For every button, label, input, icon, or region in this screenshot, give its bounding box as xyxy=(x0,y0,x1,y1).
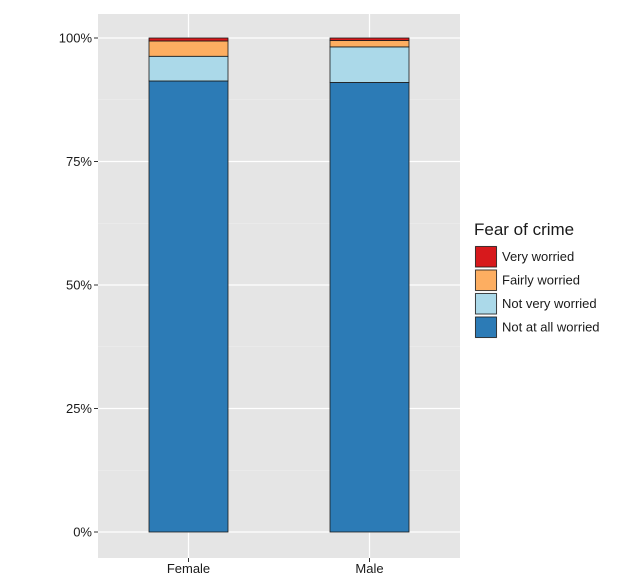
bar-segment-male-2 xyxy=(329,40,410,48)
legend-label: Fairly worried xyxy=(502,273,580,288)
y-tick-label: 50% xyxy=(66,278,92,293)
legend-label: Not very worried xyxy=(502,296,597,311)
x-tick-label: Male xyxy=(355,561,383,576)
y-tick-label: 25% xyxy=(66,401,92,416)
x-tick-label: Female xyxy=(167,561,210,576)
bar-segment-female-1 xyxy=(148,55,229,82)
y-tick-label: 100% xyxy=(59,31,93,46)
legend-title: Fear of crime xyxy=(474,220,574,239)
legend-items: Very worried Fairly worried Not very worri… xyxy=(473,244,600,340)
legend-label: Very worried xyxy=(502,249,574,264)
bar-segment-female-3 xyxy=(148,37,229,42)
bar-segment-female-0 xyxy=(148,80,229,533)
x-axis: Female Male xyxy=(167,558,384,576)
legend: Fear of crime Very worried Fairly worried… xyxy=(473,220,600,340)
legend-swatch xyxy=(475,316,497,338)
y-axis: 0% 25% 50% 75% 100% xyxy=(59,31,98,540)
legend-label: Not at all worried xyxy=(502,320,600,335)
bar-segment-male-3 xyxy=(329,37,410,41)
bar-segment-female-2 xyxy=(148,40,229,57)
y-tick-label: 75% xyxy=(66,154,92,169)
y-tick-label: 0% xyxy=(73,525,92,540)
bars xyxy=(148,37,410,533)
bar-segment-male-1 xyxy=(329,46,410,83)
legend-swatch xyxy=(475,269,497,291)
legend-swatch xyxy=(475,293,497,315)
bar-segment-male-0 xyxy=(329,82,410,533)
legend-swatch xyxy=(475,246,497,268)
